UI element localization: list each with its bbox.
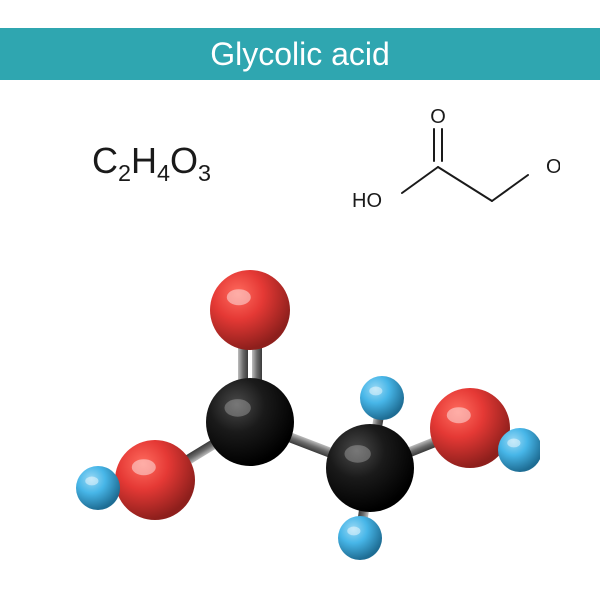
- molecular-formula: C2H4O3: [92, 140, 211, 187]
- svg-text:O: O: [430, 106, 446, 128]
- atom-carbon: [326, 424, 414, 512]
- svg-text:HO: HO: [352, 190, 382, 212]
- atoms-group: [76, 270, 540, 560]
- page-title: Glycolic acid: [210, 36, 390, 73]
- atom-hydrogen: [360, 376, 404, 420]
- atom-oxygen: [115, 440, 195, 520]
- atom-oxygen: [430, 388, 510, 468]
- title-bar: Glycolic acid: [0, 28, 600, 80]
- atom-hydrogen: [498, 428, 540, 472]
- atom-carbon: [206, 378, 294, 466]
- skeletal-formula: O HO OH: [340, 105, 560, 220]
- atom-oxygen: [210, 270, 290, 350]
- atom-hydrogen: [338, 516, 382, 560]
- svg-text:OH: OH: [546, 156, 560, 178]
- atom-hydrogen: [76, 466, 120, 510]
- ball-stick-model: [60, 240, 540, 580]
